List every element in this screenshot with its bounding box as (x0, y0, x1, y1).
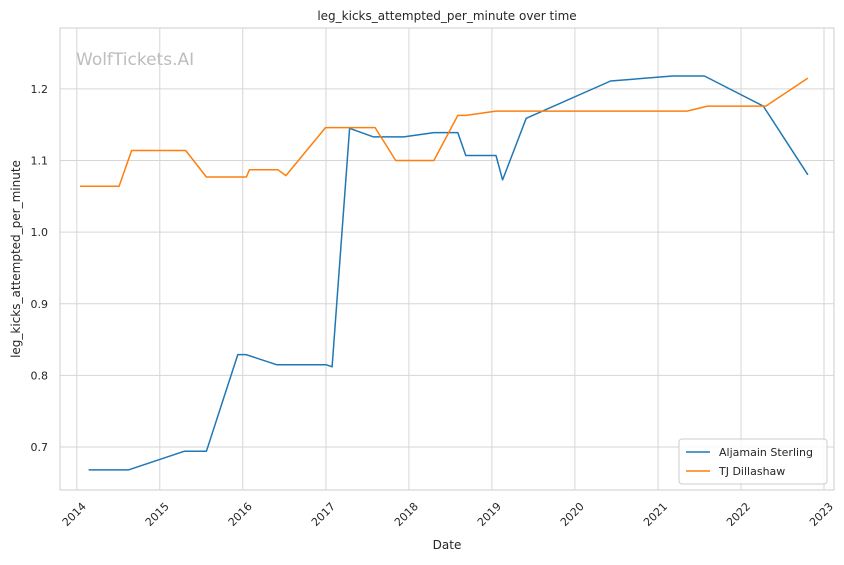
legend-box (678, 438, 828, 485)
y-tick-label: 0.8 (31, 369, 49, 382)
x-tick-label: 2023 (807, 500, 836, 529)
x-tick-label: 2019 (475, 500, 504, 529)
x-tick-label: 2018 (392, 500, 421, 529)
legend-label-1: TJ Dillashaw (718, 465, 785, 478)
x-tick-label: 2021 (641, 500, 670, 529)
watermark: WolfTickets.AI (76, 50, 194, 70)
legend-label-0: Aljamain Sterling (719, 446, 813, 459)
y-axis-ticks: 0.7 0.8 0.9 1.0 1.1 1.2 (31, 83, 49, 454)
plot-area (59, 27, 835, 491)
y-tick-label: 0.9 (31, 298, 49, 311)
y-tick-label: 1.1 (31, 155, 49, 168)
x-tick-label: 2015 (143, 500, 172, 529)
x-tick-label: 2022 (724, 500, 753, 529)
x-tick-label: 2016 (226, 500, 255, 529)
y-tick-label: 1.0 (31, 226, 49, 239)
x-tick-label: 2017 (309, 500, 338, 529)
series-line-aljamain-sterling (88, 75, 809, 471)
series-lines (80, 75, 809, 471)
y-tick-label: 0.7 (31, 441, 49, 454)
x-tick-label: 2014 (60, 500, 89, 529)
x-axis-ticks: 2014 2015 2016 2017 2018 2019 2020 2021 2022 2023 (60, 500, 836, 529)
legend: Aljamain Sterling TJ Dillashaw (678, 438, 828, 485)
chart-title: leg_kicks_attempted_per_minute over time (317, 9, 576, 23)
x-axis-label: Date (433, 538, 462, 552)
series-line-tj-dillashaw (80, 77, 809, 188)
y-tick-label: 1.2 (31, 83, 49, 96)
grid-lines (60, 28, 834, 490)
x-tick-label: 2020 (558, 500, 587, 529)
y-axis-label: leg_kicks_attempted_per_minute (9, 160, 23, 358)
